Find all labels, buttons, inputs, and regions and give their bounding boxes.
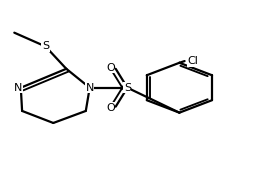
Text: S: S <box>42 41 49 51</box>
Text: N: N <box>86 83 94 93</box>
Text: O: O <box>106 63 115 73</box>
Text: Cl: Cl <box>187 56 198 66</box>
Text: S: S <box>124 83 131 93</box>
Text: O: O <box>106 103 115 112</box>
Text: N: N <box>14 83 22 93</box>
